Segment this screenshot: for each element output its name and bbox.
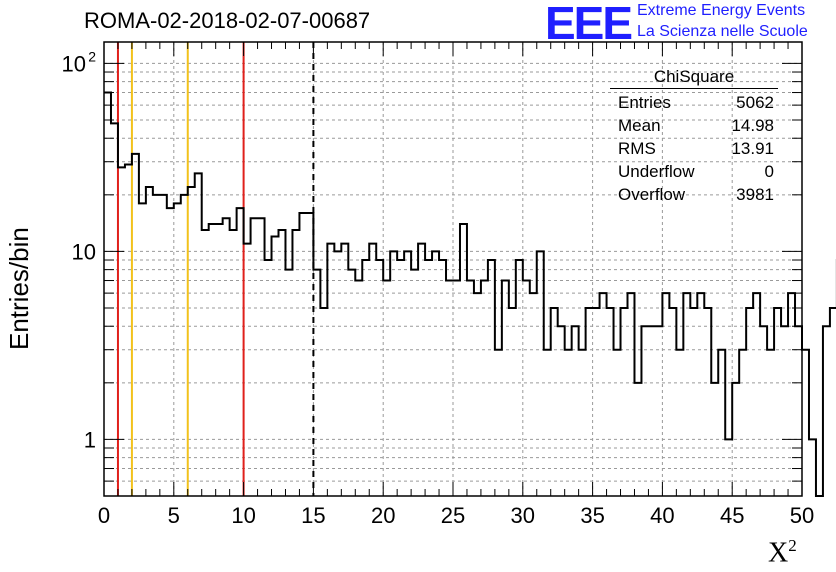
eee-logo: EEE xyxy=(545,0,633,49)
x-tick-label: 30 xyxy=(511,503,535,528)
grid-lines xyxy=(104,42,802,497)
y-axis-label: Entries/bin xyxy=(4,227,34,350)
stats-value: 13.91 xyxy=(731,139,774,158)
stats-row-entries: Entries 5062 xyxy=(610,91,778,114)
stats-value: 3981 xyxy=(736,185,774,204)
logo-subtitle-2: La Scienza nelle Scuole xyxy=(637,23,808,40)
x-tick-label: 10 xyxy=(231,503,255,528)
stats-value: 0 xyxy=(764,162,774,181)
stats-row-rms: RMS 13.91 xyxy=(610,137,778,160)
x-axis-label-base: X xyxy=(768,537,789,569)
x-tick-label: 20 xyxy=(371,503,395,528)
axis-ticks xyxy=(103,42,803,497)
x-tick-label: 35 xyxy=(580,503,604,528)
stats-title: ChiSquare xyxy=(610,66,778,89)
stats-box: ChiSquare Entries 5062 Mean 14.98 RMS 13.91… xyxy=(610,66,778,206)
y-tick-label: 1 xyxy=(84,427,96,452)
x-tick-label: 45 xyxy=(720,503,744,528)
stats-label: Mean xyxy=(618,116,661,135)
x-tick-label: 40 xyxy=(650,503,674,528)
x-tick-label: 0 xyxy=(98,503,110,528)
logo-subtitle-1: Extreme Energy Events xyxy=(637,2,806,19)
x-tick-label: 15 xyxy=(301,503,325,528)
stats-label: Overflow xyxy=(618,185,686,204)
stats-label: RMS xyxy=(618,139,656,158)
chart-title: ROMA-02-2018-02-07-00687 xyxy=(84,8,371,33)
stats-value: 5062 xyxy=(736,93,774,112)
y-tick-label: 10 xyxy=(72,239,96,264)
x-tick-label: 50 xyxy=(790,503,814,528)
stats-row-mean: Mean 14.98 xyxy=(610,114,778,137)
x-tick-label: 5 xyxy=(168,503,180,528)
stats-label: Entries xyxy=(618,93,671,112)
stats-row-underflow: Underflow 0 xyxy=(610,160,778,183)
x-tick-labels: 0 5 10 15 20 25 30 35 40 45 50 xyxy=(98,503,814,528)
y-tick-label-exponent: 2 xyxy=(88,48,96,64)
stats-value: 14.98 xyxy=(731,116,774,135)
marker-lines xyxy=(116,42,315,496)
histogram-line xyxy=(104,91,836,497)
x-tick-label: 25 xyxy=(441,503,465,528)
x-axis-label-exponent: 2 xyxy=(788,536,797,555)
y-tick-label: 10 xyxy=(62,51,86,76)
stats-label: Underflow xyxy=(618,162,695,181)
stats-row-overflow: Overflow 3981 xyxy=(610,183,778,206)
x-axis-label: X2 xyxy=(768,536,797,569)
